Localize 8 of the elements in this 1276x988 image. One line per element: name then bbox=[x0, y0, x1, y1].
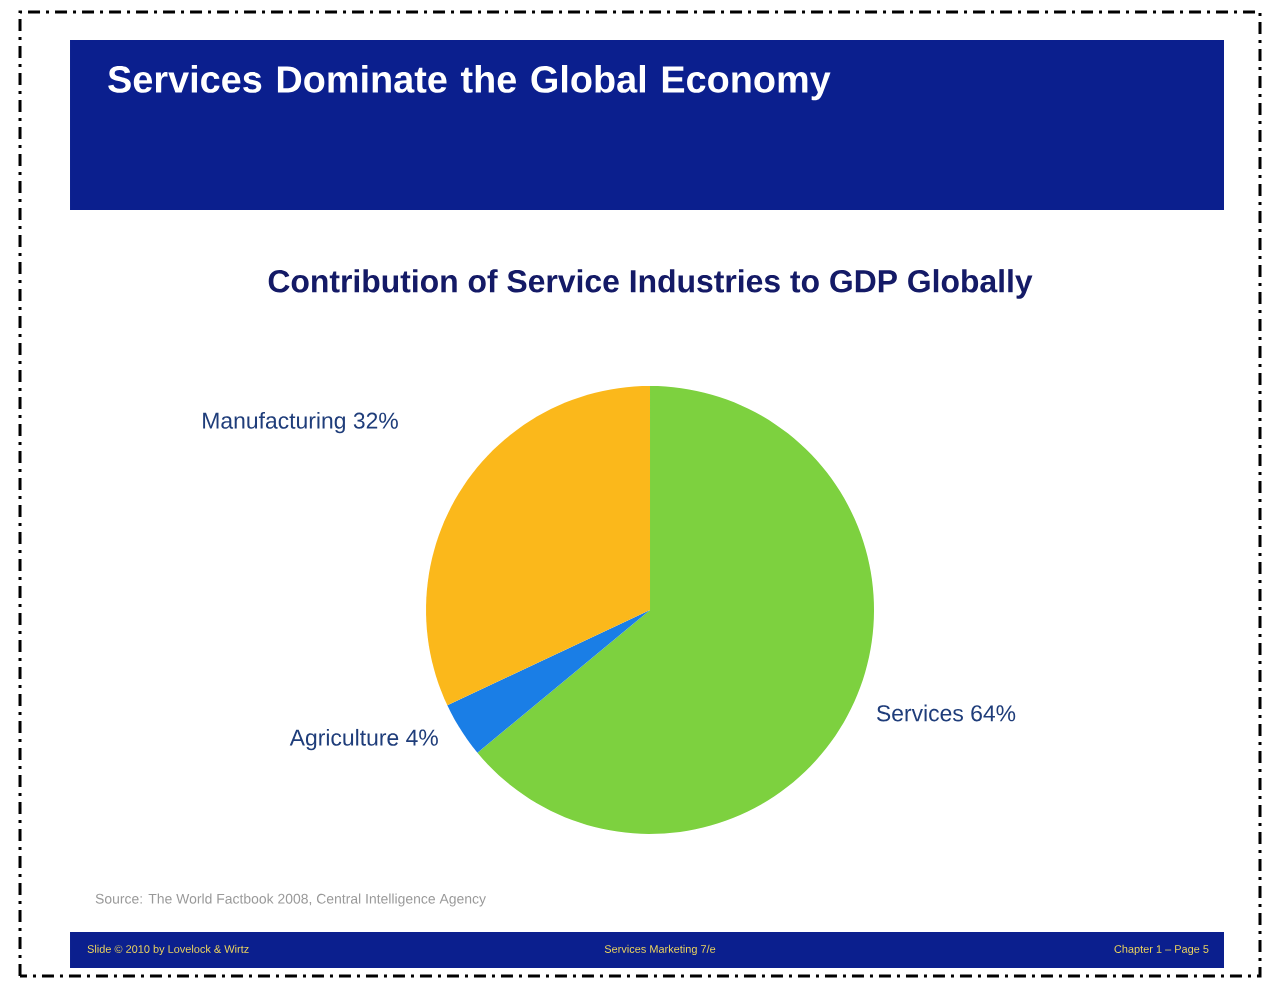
slice-label: Agriculture bbox=[289, 728, 399, 751]
data-label: 4% bbox=[406, 729, 438, 746]
data-label: 32% bbox=[353, 412, 398, 429]
slice-label: Manufacturing bbox=[203, 411, 345, 434]
data-label: 64% bbox=[971, 705, 1016, 722]
chart-title: Services Dominate the Global Economy bbox=[108, 65, 831, 101]
chart-subtitle: Contribution of Service Industries to GDP Globally bbox=[268, 269, 1033, 299]
slice-label: Services bbox=[876, 704, 963, 722]
